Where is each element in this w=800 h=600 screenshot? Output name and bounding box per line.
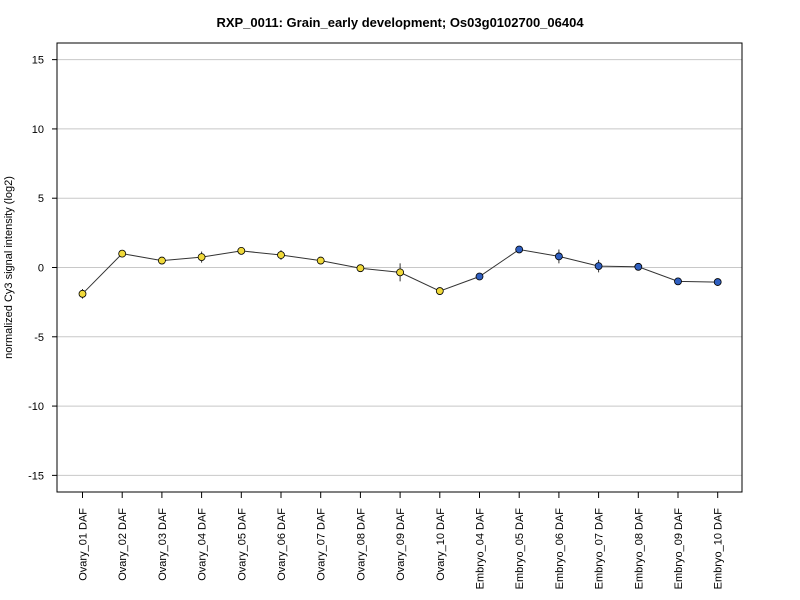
series bbox=[78, 245, 722, 299]
x-tick-label: Embryo_06 DAF bbox=[554, 508, 566, 590]
grid-lines bbox=[57, 59, 742, 476]
chart-title: RXP_0011: Grain_early development; Os03g… bbox=[216, 15, 584, 30]
x-tick-label: Ovary_02 DAF bbox=[117, 508, 129, 581]
y-axis-title: normalized Cy3 signal intensity (log2) bbox=[3, 176, 15, 359]
x-tick-label: Embryo_10 DAF bbox=[713, 508, 725, 590]
y-tick-label: 15 bbox=[32, 55, 44, 67]
data-point bbox=[594, 262, 603, 271]
data-point bbox=[78, 289, 87, 298]
x-tick-label: Ovary_06 DAF bbox=[276, 508, 288, 581]
data-point bbox=[475, 272, 484, 281]
data-point bbox=[555, 252, 563, 261]
data-point bbox=[316, 256, 325, 265]
x-tick-label: Ovary_09 DAF bbox=[395, 508, 407, 581]
data-point bbox=[634, 262, 643, 271]
data-point bbox=[118, 249, 127, 258]
data-point bbox=[674, 277, 682, 286]
data-point bbox=[157, 256, 166, 265]
x-tick-label: Embryo_07 DAF bbox=[594, 508, 606, 590]
data-point bbox=[435, 287, 444, 295]
x-tick-label: Ovary_07 DAF bbox=[316, 508, 328, 581]
y-tick-label: 0 bbox=[38, 263, 44, 275]
y-tick-label: -5 bbox=[34, 332, 44, 344]
data-point bbox=[713, 278, 722, 286]
data-point bbox=[356, 264, 365, 273]
data-point bbox=[237, 246, 246, 255]
data-point bbox=[515, 245, 524, 254]
x-tick-label: Ovary_04 DAF bbox=[197, 508, 209, 581]
x-tick-label: Embryo_05 DAF bbox=[514, 508, 526, 590]
x-tick-label: Ovary_03 DAF bbox=[157, 508, 169, 581]
y-axis: 15 10 5 0 -5 -10 -15 bbox=[28, 55, 57, 482]
x-tick-label: Embryo_08 DAF bbox=[633, 508, 645, 590]
x-tick-label: Ovary_08 DAF bbox=[355, 508, 367, 581]
x-tick-label: Ovary_10 DAF bbox=[435, 508, 447, 581]
x-tick-label: Ovary_01 DAF bbox=[78, 508, 90, 581]
data-point bbox=[396, 268, 405, 277]
x-tick-label: Embryo_09 DAF bbox=[673, 508, 685, 590]
y-tick-label: -10 bbox=[28, 401, 44, 413]
data-point bbox=[197, 253, 206, 262]
y-tick-label: -15 bbox=[28, 470, 44, 482]
y-tick-label: 10 bbox=[32, 124, 44, 136]
x-tick-label: Embryo_04 DAF bbox=[475, 508, 487, 590]
x-axis: Ovary_01 DAF Ovary_02 DAF Ovary_03 DAF Ovar… bbox=[78, 492, 725, 589]
y-tick-label: 5 bbox=[38, 193, 44, 205]
data-point bbox=[277, 251, 285, 259]
x-tick-label: Ovary_05 DAF bbox=[236, 508, 248, 581]
